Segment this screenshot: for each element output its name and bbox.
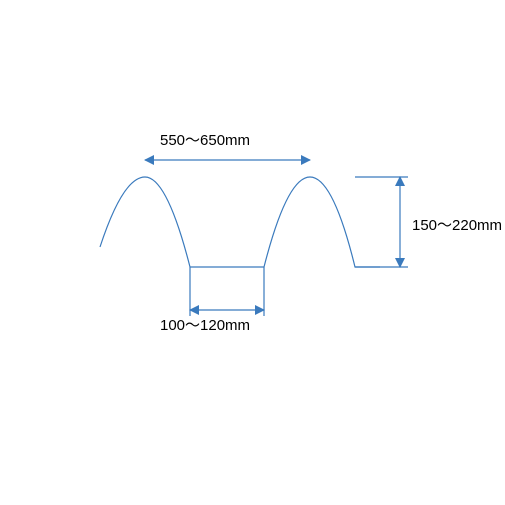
pitch-label: 550～650mm <box>160 132 250 149</box>
height-label: 150～220mm <box>412 217 502 234</box>
profile-outline <box>100 177 380 267</box>
diagram-svg: 550～650mm 100～120mm 150～220mm <box>0 0 505 505</box>
flat-label: 100～120mm <box>160 317 250 334</box>
